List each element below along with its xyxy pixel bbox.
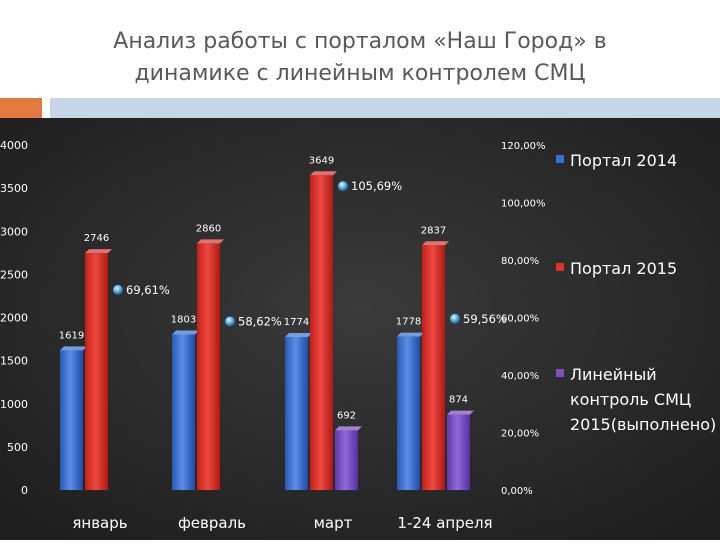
accent-bar-blue bbox=[50, 98, 720, 118]
percent-marker bbox=[450, 313, 460, 324]
bar-line-control bbox=[447, 414, 470, 490]
bar-portal-2015 bbox=[85, 253, 108, 490]
y-left-tick-label: 4000 bbox=[0, 139, 28, 152]
category-label: март bbox=[314, 514, 353, 532]
bar-top-cap bbox=[422, 241, 449, 246]
percent-marker bbox=[338, 181, 348, 192]
bar-portal-2014 bbox=[172, 334, 195, 490]
percent-marker bbox=[113, 284, 123, 295]
percent-marker-label: 69,61% bbox=[126, 283, 170, 297]
bar-top-cap bbox=[285, 332, 312, 337]
bar-portal-2015 bbox=[422, 245, 445, 490]
bar-value-label: 2837 bbox=[421, 225, 446, 236]
bar-value-label: 2860 bbox=[196, 223, 221, 234]
bar-top-cap bbox=[85, 249, 112, 254]
y-left-tick-label: 3000 bbox=[0, 225, 28, 238]
y-right-tick-label: 80,00% bbox=[501, 256, 539, 267]
y-right-tick-label: 120,00% bbox=[501, 141, 546, 152]
legend-swatch bbox=[556, 155, 564, 163]
percent-marker-label: 58,62% bbox=[238, 314, 282, 328]
y-left-tick-label: 3500 bbox=[0, 182, 28, 195]
y-right-tick-label: 60,00% bbox=[501, 314, 539, 325]
accent-bar-orange bbox=[0, 98, 42, 118]
bar-line-control bbox=[335, 430, 358, 490]
legend-label: Портал 2014 bbox=[570, 151, 677, 170]
y-left-tick-label: 500 bbox=[7, 441, 28, 454]
bar-top-cap bbox=[310, 171, 337, 176]
bar-value-label: 692 bbox=[337, 410, 356, 421]
bar-value-label: 1803 bbox=[171, 314, 196, 325]
bar-chart: 0 500 1000 1500 2000 2500 3000 3500 4000 0,00% 20,… bbox=[0, 118, 720, 540]
bar-value-label: 1619 bbox=[59, 330, 84, 341]
y-right-tick-label: 20,00% bbox=[501, 429, 539, 440]
legend-label: Портал 2015 bbox=[570, 259, 677, 278]
bar-top-cap bbox=[172, 330, 199, 335]
y-right-tick-label: 100,00% bbox=[501, 199, 546, 210]
legend-label: 2015(выполнено) bbox=[570, 415, 716, 434]
slide-title-line-1: Анализ работы с порталом «Наш Город» в bbox=[113, 29, 607, 54]
bar-value-label: 1778 bbox=[396, 317, 421, 328]
bar-value-label: 3649 bbox=[309, 155, 334, 166]
bar-top-cap bbox=[397, 332, 424, 337]
y-left-tick-label: 1500 bbox=[0, 355, 28, 368]
percent-marker bbox=[225, 316, 235, 327]
y-left-tick-label: 2500 bbox=[0, 268, 28, 281]
bar-value-label: 874 bbox=[449, 395, 468, 406]
bar-top-cap bbox=[197, 239, 224, 244]
y-left-tick-label: 2000 bbox=[0, 312, 28, 325]
category-label: февраль bbox=[178, 514, 246, 532]
y-right-tick-label: 0,00% bbox=[501, 486, 533, 497]
y-left-tick-label: 0 bbox=[21, 484, 28, 497]
legend-label: Линейный bbox=[570, 365, 657, 384]
percent-marker-label: 105,69% bbox=[351, 179, 402, 193]
bar-portal-2014 bbox=[397, 336, 420, 490]
bar-top-cap bbox=[335, 426, 362, 431]
bar-value-label: 1774 bbox=[284, 317, 309, 328]
slide-title: Анализ работы с порталом «Наш Город» в д… bbox=[0, 26, 720, 90]
bar-top-cap bbox=[447, 410, 474, 415]
category-label: январь bbox=[72, 514, 127, 532]
chart-area: 0 500 1000 1500 2000 2500 3000 3500 4000 0,00% 20,… bbox=[0, 118, 720, 540]
bar-portal-2014 bbox=[285, 336, 308, 490]
bar-value-label: 2746 bbox=[84, 233, 109, 244]
chart-background bbox=[0, 118, 720, 540]
bar-top-cap bbox=[60, 346, 87, 351]
category-label: 1-24 апреля bbox=[397, 514, 492, 532]
y-right-tick-label: 40,00% bbox=[501, 371, 539, 382]
legend-label: контроль СМЦ bbox=[570, 390, 691, 409]
percent-marker-label: 59,56% bbox=[463, 312, 507, 326]
legend-swatch bbox=[556, 263, 564, 271]
slide-title-line-2: динамике с линейным контролем СМЦ bbox=[134, 61, 586, 86]
bar-portal-2014 bbox=[60, 350, 83, 490]
y-left-tick-label: 1000 bbox=[0, 398, 28, 411]
legend-swatch bbox=[556, 369, 564, 377]
bar-portal-2015 bbox=[197, 243, 220, 490]
bar-portal-2015 bbox=[310, 175, 333, 490]
